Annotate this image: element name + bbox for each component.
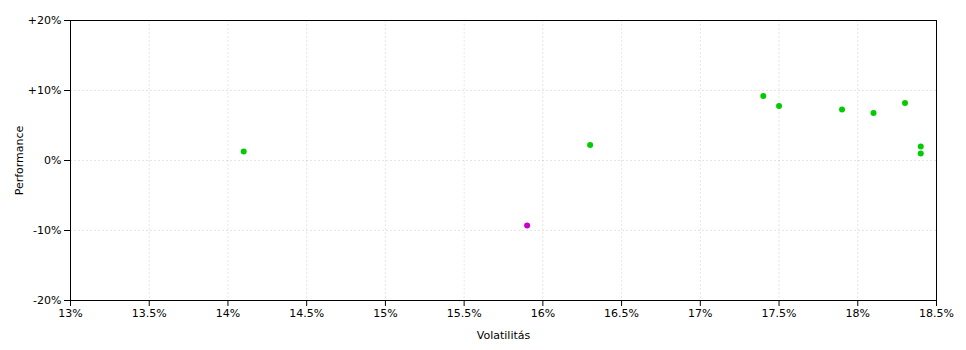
- svg-text:18.5%: 18.5%: [919, 307, 954, 320]
- svg-text:-20%: -20%: [33, 294, 61, 307]
- svg-text:17.5%: 17.5%: [762, 307, 797, 320]
- svg-text:14.5%: 14.5%: [289, 307, 324, 320]
- svg-text:Performance: Performance: [13, 125, 26, 195]
- svg-text:Volatilitás: Volatilitás: [477, 329, 531, 342]
- svg-text:13.5%: 13.5%: [132, 307, 167, 320]
- svg-text:13%: 13%: [58, 307, 82, 320]
- svg-text:+10%: +10%: [28, 84, 62, 97]
- svg-text:16.5%: 16.5%: [604, 307, 639, 320]
- svg-text:14%: 14%: [216, 307, 240, 320]
- svg-text:15.5%: 15.5%: [447, 307, 482, 320]
- svg-text:17%: 17%: [688, 307, 712, 320]
- svg-text:15%: 15%: [373, 307, 397, 320]
- svg-text:+20%: +20%: [28, 14, 62, 27]
- svg-text:16%: 16%: [531, 307, 555, 320]
- svg-text:0%: 0%: [44, 154, 61, 167]
- svg-text:18%: 18%: [846, 307, 870, 320]
- svg-text:-10%: -10%: [33, 224, 61, 237]
